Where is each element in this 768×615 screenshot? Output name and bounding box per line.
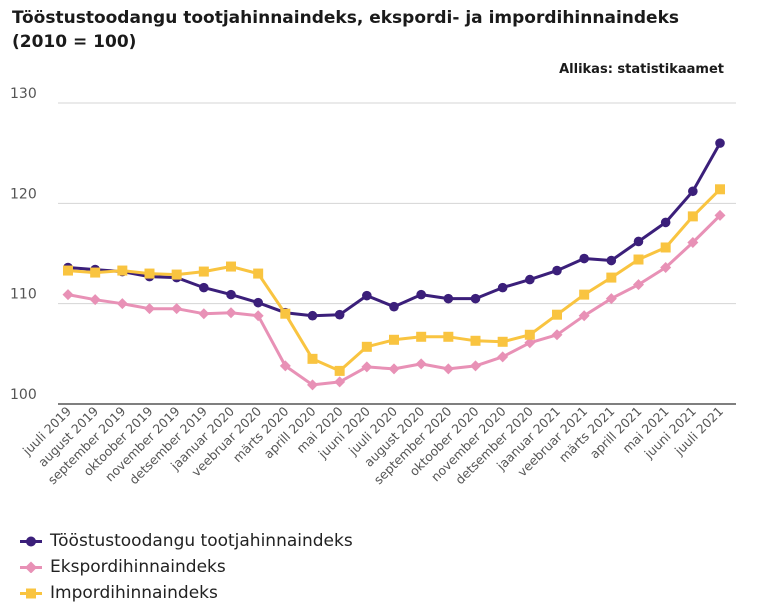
data-point	[524, 337, 536, 349]
legend-item: Impordihinnaindeks	[20, 580, 353, 606]
data-point	[579, 253, 589, 264]
data-point	[415, 358, 427, 370]
data-point	[253, 297, 263, 308]
data-point	[361, 341, 372, 352]
data-point	[144, 303, 155, 315]
data-point	[633, 254, 644, 265]
legend-label: Tööstustoodangu tootjahinnaindeks	[50, 531, 353, 551]
data-point	[171, 269, 182, 280]
data-point	[552, 309, 562, 320]
data-point	[389, 334, 399, 345]
data-point	[660, 217, 671, 228]
data-point	[63, 265, 73, 276]
data-point	[524, 329, 535, 340]
data-point	[442, 363, 454, 375]
gridlines	[58, 102, 736, 405]
data-point	[199, 282, 209, 293]
data-point	[470, 360, 481, 372]
y-tick-label: 130	[10, 86, 37, 102]
data-point	[307, 310, 318, 321]
legend-swatch	[20, 535, 42, 547]
data-point	[715, 184, 725, 195]
data-point	[497, 351, 509, 363]
series-line	[66, 213, 722, 387]
y-axis: 100 110 120 130	[10, 86, 37, 403]
data-point	[443, 331, 454, 342]
legend: Tööstustoodangu tootjahinnaindeks Ekspord…	[20, 528, 353, 606]
legend-swatch	[20, 561, 42, 573]
data-point	[226, 289, 236, 300]
data-point	[633, 236, 644, 247]
data-point	[307, 379, 318, 391]
data-point	[551, 329, 563, 341]
data-point	[334, 309, 345, 320]
data-point	[198, 266, 209, 277]
y-tick-label: 120	[10, 186, 37, 202]
data-point	[171, 303, 183, 315]
data-point	[660, 242, 671, 253]
data-point	[144, 268, 155, 279]
data-point	[361, 361, 373, 373]
data-point	[225, 307, 237, 319]
data-point	[89, 294, 101, 306]
data-point	[389, 301, 399, 312]
data-point	[687, 236, 699, 248]
data-point	[606, 255, 617, 266]
y-tick-label: 100	[10, 387, 37, 403]
data-point	[497, 282, 508, 293]
y-tick-label: 110	[10, 287, 37, 303]
data-point	[253, 268, 264, 279]
chart-title: Tööstustoodangu tootjahinnaindeks, ekspo…	[12, 6, 752, 54]
data-point	[579, 289, 590, 300]
data-point	[687, 211, 698, 222]
data-point	[443, 293, 454, 304]
data-point	[62, 289, 74, 301]
legend-label: Ekspordihinnaindeks	[50, 557, 226, 577]
data-point	[116, 298, 128, 310]
chart-title-line-2: (2010 = 100)	[12, 32, 137, 52]
data-point	[388, 363, 400, 375]
data-point	[497, 336, 508, 347]
series-markers	[62, 138, 726, 391]
series-lines	[66, 141, 722, 387]
data-point	[660, 262, 672, 274]
data-point	[334, 376, 346, 388]
data-point	[552, 265, 562, 276]
data-point	[117, 265, 128, 276]
data-point	[714, 209, 726, 221]
data-point	[605, 293, 617, 305]
data-point	[525, 274, 535, 285]
series-line	[66, 141, 722, 318]
data-point	[226, 261, 236, 272]
legend-swatch	[20, 587, 42, 599]
data-point	[470, 335, 481, 346]
data-point	[279, 360, 291, 372]
data-point	[606, 272, 617, 283]
data-point	[715, 138, 725, 148]
data-point	[198, 308, 210, 320]
data-point	[416, 289, 426, 300]
data-point	[252, 310, 264, 322]
legend-item: Tööstustoodangu tootjahinnaindeks	[20, 528, 353, 554]
data-point	[688, 186, 698, 197]
data-point	[334, 365, 345, 376]
source-label: Allikas: statistikaamet	[559, 62, 724, 77]
data-point	[280, 308, 291, 319]
chart-title-line-1: Tööstustoodangu tootjahinnaindeks, ekspo…	[12, 8, 679, 28]
legend-item: Ekspordihinnaindeks	[20, 554, 353, 580]
data-point	[307, 353, 318, 364]
data-point	[470, 293, 481, 304]
data-point	[578, 310, 590, 322]
data-point	[362, 290, 372, 301]
legend-label: Impordihinnaindeks	[50, 583, 218, 603]
data-point	[90, 267, 101, 278]
data-point	[633, 279, 644, 291]
data-point	[416, 331, 427, 342]
